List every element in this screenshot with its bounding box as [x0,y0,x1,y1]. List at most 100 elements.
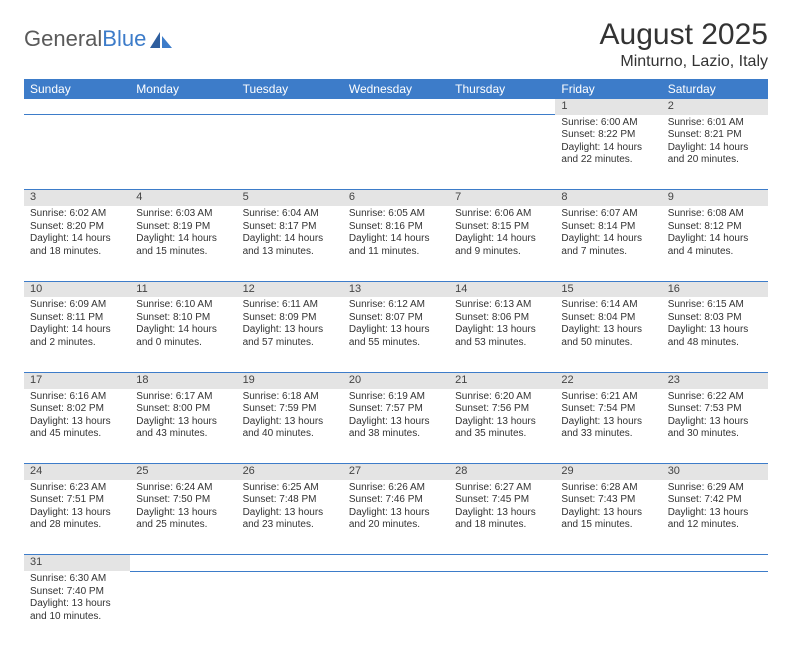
weekday-header: Tuesday [237,79,343,99]
day-cell: Sunrise: 6:23 AMSunset: 7:51 PMDaylight:… [24,480,130,555]
day-cell: Sunrise: 6:20 AMSunset: 7:56 PMDaylight:… [449,389,555,464]
day-line: Sunrise: 6:19 AM [349,391,443,404]
day-number: 15 [555,281,661,297]
month-title: August 2025 [600,18,768,52]
week-row: Sunrise: 6:16 AMSunset: 8:02 PMDaylight:… [24,389,768,464]
day-line: Sunrise: 6:10 AM [136,299,230,312]
day-detail: Sunrise: 6:14 AMSunset: 8:04 PMDaylight:… [555,297,661,352]
day-line: Sunrise: 6:01 AM [668,117,762,130]
day-line: Sunset: 8:14 PM [561,221,655,234]
week-row: Sunrise: 6:00 AMSunset: 8:22 PMDaylight:… [24,115,768,190]
weekday-header: Saturday [662,79,768,99]
day-detail: Sunrise: 6:02 AMSunset: 8:20 PMDaylight:… [24,206,130,261]
logo-text: GeneralBlue [24,26,146,52]
day-cell: Sunrise: 6:11 AMSunset: 8:09 PMDaylight:… [237,297,343,372]
day-cell [237,571,343,646]
day-number: 26 [237,464,343,480]
day-line: Sunset: 7:46 PM [349,494,443,507]
day-number: 19 [237,372,343,388]
day-cell [237,115,343,190]
day-line: Sunrise: 6:13 AM [455,299,549,312]
day-line: Daylight: 14 hours and 0 minutes. [136,324,230,349]
day-number: 27 [343,464,449,480]
day-number: 1 [555,99,661,115]
day-line: Daylight: 14 hours and 18 minutes. [30,233,124,258]
day-line: Sunset: 8:22 PM [561,129,655,142]
day-number [237,99,343,115]
day-cell: Sunrise: 6:00 AMSunset: 8:22 PMDaylight:… [555,115,661,190]
weekday-header: Sunday [24,79,130,99]
day-line: Daylight: 14 hours and 7 minutes. [561,233,655,258]
daynum-row: 10111213141516 [24,281,768,297]
day-cell: Sunrise: 6:24 AMSunset: 7:50 PMDaylight:… [130,480,236,555]
daynum-row: 24252627282930 [24,464,768,480]
day-cell [555,571,661,646]
day-line: Sunset: 7:48 PM [243,494,337,507]
day-cell [449,115,555,190]
day-line: Daylight: 13 hours and 43 minutes. [136,416,230,441]
day-number: 10 [24,281,130,297]
day-detail: Sunrise: 6:04 AMSunset: 8:17 PMDaylight:… [237,206,343,261]
week-row: Sunrise: 6:02 AMSunset: 8:20 PMDaylight:… [24,206,768,281]
day-cell [343,571,449,646]
day-line: Daylight: 13 hours and 45 minutes. [30,416,124,441]
day-cell: Sunrise: 6:29 AMSunset: 7:42 PMDaylight:… [662,480,768,555]
day-number [343,555,449,571]
day-detail: Sunrise: 6:01 AMSunset: 8:21 PMDaylight:… [662,115,768,170]
day-line: Daylight: 14 hours and 9 minutes. [455,233,549,258]
day-line: Sunrise: 6:08 AM [668,208,762,221]
weekday-header: Wednesday [343,79,449,99]
day-line: Daylight: 13 hours and 15 minutes. [561,507,655,532]
day-detail: Sunrise: 6:21 AMSunset: 7:54 PMDaylight:… [555,389,661,444]
day-line: Sunset: 7:50 PM [136,494,230,507]
day-line: Sunset: 7:43 PM [561,494,655,507]
day-detail: Sunrise: 6:12 AMSunset: 8:07 PMDaylight:… [343,297,449,352]
day-line: Sunset: 7:53 PM [668,403,762,416]
day-line: Daylight: 13 hours and 20 minutes. [349,507,443,532]
day-detail: Sunrise: 6:24 AMSunset: 7:50 PMDaylight:… [130,480,236,535]
day-line: Sunset: 7:51 PM [30,494,124,507]
header: GeneralBlue August 2025 Minturno, Lazio,… [24,18,768,71]
day-detail: Sunrise: 6:07 AMSunset: 8:14 PMDaylight:… [555,206,661,261]
day-line: Sunset: 8:12 PM [668,221,762,234]
day-number: 17 [24,372,130,388]
day-line: Daylight: 13 hours and 28 minutes. [30,507,124,532]
day-line: Sunrise: 6:04 AM [243,208,337,221]
day-detail: Sunrise: 6:06 AMSunset: 8:15 PMDaylight:… [449,206,555,261]
day-number: 7 [449,190,555,206]
week-row: Sunrise: 6:23 AMSunset: 7:51 PMDaylight:… [24,480,768,555]
day-detail: Sunrise: 6:19 AMSunset: 7:57 PMDaylight:… [343,389,449,444]
day-number [130,555,236,571]
day-cell [662,571,768,646]
week-row: Sunrise: 6:30 AMSunset: 7:40 PMDaylight:… [24,571,768,646]
day-detail: Sunrise: 6:05 AMSunset: 8:16 PMDaylight:… [343,206,449,261]
day-cell [343,115,449,190]
day-line: Sunset: 8:16 PM [349,221,443,234]
day-line: Sunset: 7:40 PM [30,586,124,599]
day-detail: Sunrise: 6:28 AMSunset: 7:43 PMDaylight:… [555,480,661,535]
day-line: Sunset: 8:00 PM [136,403,230,416]
day-detail: Sunrise: 6:26 AMSunset: 7:46 PMDaylight:… [343,480,449,535]
daynum-row: 12 [24,99,768,115]
day-line: Sunrise: 6:15 AM [668,299,762,312]
weekday-header-row: SundayMondayTuesdayWednesdayThursdayFrid… [24,79,768,99]
day-number: 3 [24,190,130,206]
day-cell: Sunrise: 6:22 AMSunset: 7:53 PMDaylight:… [662,389,768,464]
day-cell: Sunrise: 6:12 AMSunset: 8:07 PMDaylight:… [343,297,449,372]
day-line: Sunrise: 6:03 AM [136,208,230,221]
day-number: 5 [237,190,343,206]
weekday-header: Thursday [449,79,555,99]
day-detail: Sunrise: 6:25 AMSunset: 7:48 PMDaylight:… [237,480,343,535]
day-line: Sunset: 7:57 PM [349,403,443,416]
day-number: 9 [662,190,768,206]
day-line: Daylight: 13 hours and 25 minutes. [136,507,230,532]
day-cell: Sunrise: 6:14 AMSunset: 8:04 PMDaylight:… [555,297,661,372]
day-detail: Sunrise: 6:11 AMSunset: 8:09 PMDaylight:… [237,297,343,352]
day-line: Daylight: 13 hours and 55 minutes. [349,324,443,349]
day-number: 23 [662,372,768,388]
day-detail: Sunrise: 6:10 AMSunset: 8:10 PMDaylight:… [130,297,236,352]
day-cell [130,115,236,190]
day-number: 16 [662,281,768,297]
day-detail: Sunrise: 6:08 AMSunset: 8:12 PMDaylight:… [662,206,768,261]
day-line: Sunrise: 6:22 AM [668,391,762,404]
